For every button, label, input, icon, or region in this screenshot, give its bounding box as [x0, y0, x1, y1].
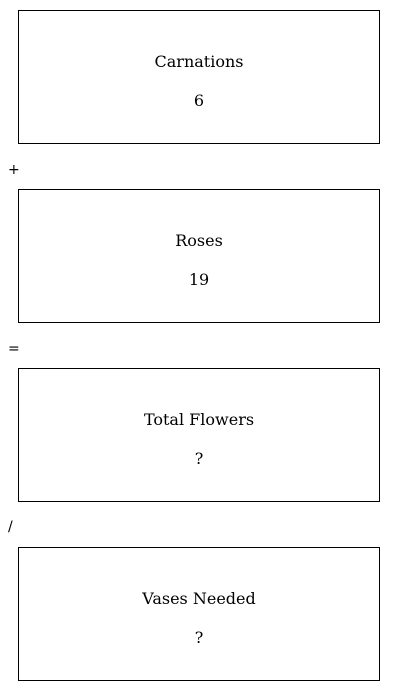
box-label: Total Flowers: [143, 410, 255, 429]
box-label: Roses: [175, 231, 223, 250]
box-value: ?: [194, 449, 204, 468]
box-value: 6: [193, 91, 205, 110]
divide-operator: /: [8, 519, 13, 535]
box-value: 19: [188, 270, 210, 289]
box-label: Carnations: [154, 52, 244, 71]
total-flowers-box: Total Flowers ?: [18, 368, 380, 502]
carnations-box: Carnations 6: [18, 10, 380, 144]
roses-box: Roses 19: [18, 189, 380, 323]
equals-operator: =: [8, 341, 20, 357]
box-label: Vases Needed: [142, 589, 256, 608]
box-value: ?: [194, 628, 204, 647]
vases-needed-box: Vases Needed ?: [18, 547, 380, 681]
plus-operator: +: [8, 162, 20, 178]
